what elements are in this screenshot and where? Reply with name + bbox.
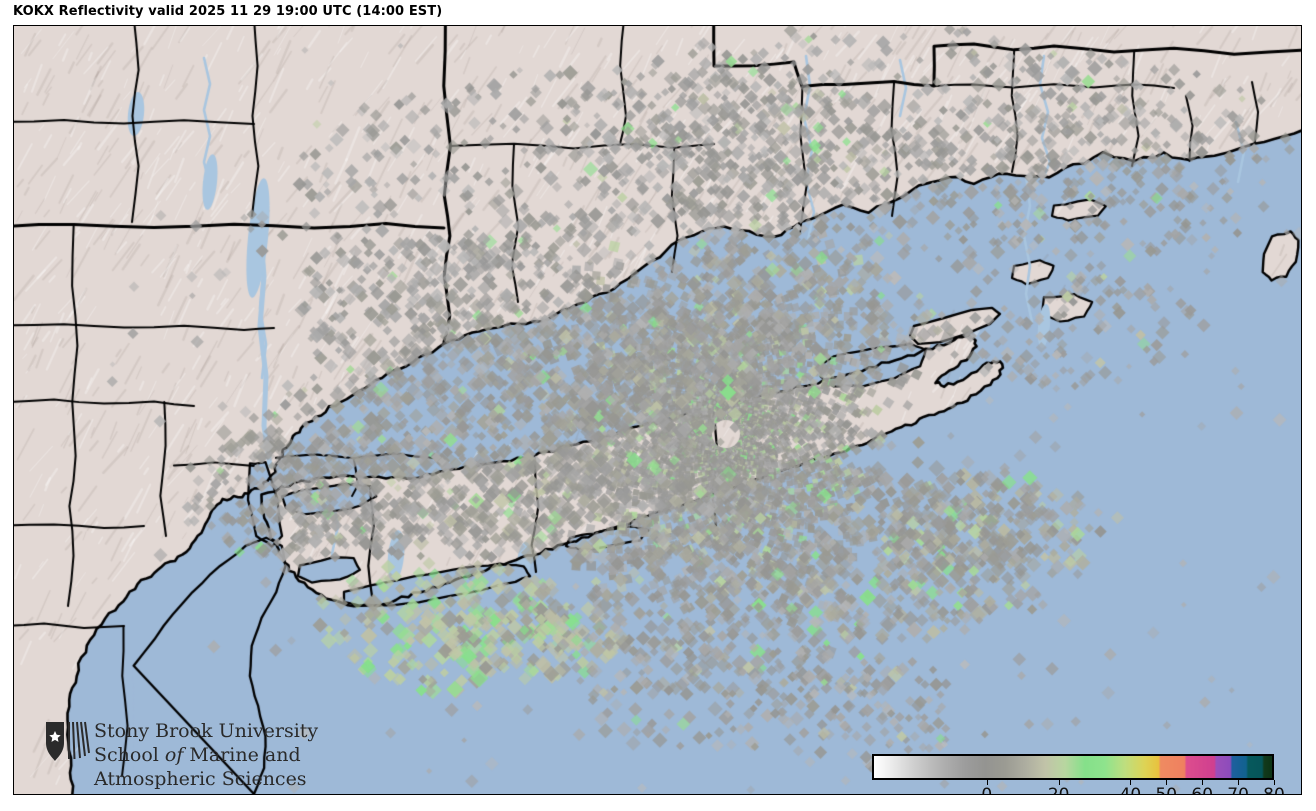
colorbar-tick (1166, 780, 1168, 785)
colorbar-gradient (872, 754, 1274, 780)
colorbar-tick (986, 780, 988, 785)
sbu-of: of (164, 744, 184, 766)
colorbar-tick-label: 0 (981, 785, 993, 795)
colorbar-tick-label: 50 (1155, 785, 1178, 795)
map-frame[interactable]: Stony Brook University School of Marine … (13, 25, 1302, 795)
colorbar-tick (1274, 780, 1275, 785)
colorbar-tick-label: 40 (1119, 785, 1142, 795)
sbu-school: School (94, 744, 165, 766)
sbu-marine: Marine and (183, 744, 301, 766)
sbu-line-2: School of Marine and (94, 744, 301, 766)
sbu-logo: Stony Brook University School of Marine … (44, 719, 318, 791)
colorbar-tick (1202, 780, 1204, 785)
colorbar-tick-label: 80 (1263, 785, 1285, 795)
colorbar: 0 20 40 50 60 70 80 (872, 734, 1292, 795)
title-bar: KOKX Reflectivity valid 2025 11 29 19:00… (0, 0, 1316, 25)
colorbar-tick-label: 60 (1191, 785, 1214, 795)
colorbar-tick (1130, 780, 1132, 785)
basemap-canvas (14, 26, 1301, 794)
colorbar-tick-label: 20 (1047, 785, 1070, 795)
colorbar-tick-label: 70 (1227, 785, 1249, 795)
sbu-line-1: Stony Brook University (94, 720, 319, 742)
page-title: KOKX Reflectivity valid 2025 11 29 19:00… (13, 4, 443, 19)
sbu-line-3: Atmospheric Sciences (94, 768, 307, 790)
shield-star-icon (46, 721, 90, 761)
colorbar-tick (1238, 780, 1240, 785)
colorbar-tick (1058, 780, 1060, 785)
